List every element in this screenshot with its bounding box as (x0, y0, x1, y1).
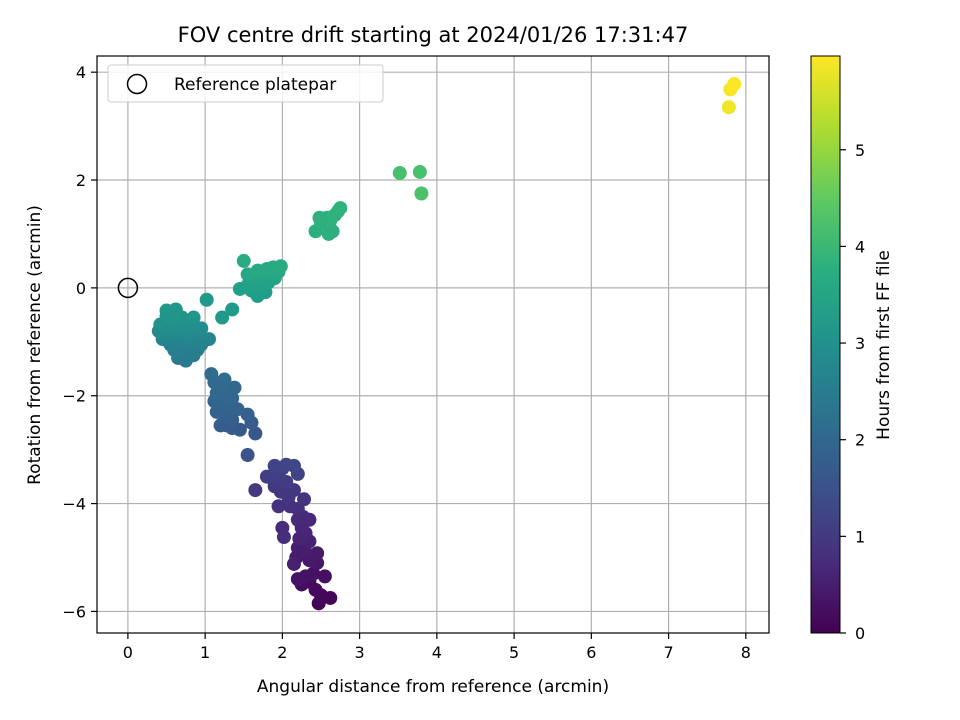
x-tick-label: 0 (123, 643, 133, 662)
data-point (286, 556, 301, 571)
colorbar-tick-label: 5 (855, 141, 865, 160)
data-point (168, 302, 183, 317)
data-point (213, 418, 228, 433)
x-tick-label: 6 (586, 643, 596, 662)
data-point (215, 310, 230, 325)
data-point (333, 201, 348, 216)
data-point (267, 458, 282, 473)
y-tick-label: −4 (62, 495, 86, 514)
data-point (310, 546, 325, 561)
y-tick-label: 2 (76, 171, 86, 190)
y-tick-label: 0 (76, 279, 86, 298)
y-axis-ticks: −6 −4 −2 0 2 4 (62, 63, 97, 621)
colorbar-label: Hours from first FF file (874, 250, 894, 440)
data-point (392, 166, 407, 181)
data-point (217, 372, 232, 387)
colorbar-tick-label: 0 (855, 624, 865, 643)
x-tick-label: 4 (432, 643, 442, 662)
x-axis-label: Angular distance from reference (arcmin) (257, 677, 609, 697)
data-point (186, 310, 201, 325)
plot-frame (96, 55, 770, 634)
data-point (273, 259, 288, 274)
y-tick-label: −2 (62, 387, 86, 406)
data-point (721, 100, 736, 115)
colorbar-gradient (810, 55, 841, 634)
legend-marker-icon (126, 73, 148, 95)
data-point (317, 569, 332, 584)
reference-point (117, 277, 139, 299)
colorbar-ticks: 0 1 2 3 4 5 (840, 141, 865, 643)
x-tick-label: 8 (741, 643, 751, 662)
data-point (271, 499, 286, 514)
data-point (259, 469, 274, 484)
legend-box (107, 64, 384, 103)
y-tick-label: −6 (62, 602, 86, 621)
data-point (297, 492, 312, 507)
data-point (286, 458, 301, 473)
data-point (412, 164, 427, 179)
data-point (204, 367, 219, 382)
x-tick-label: 5 (509, 643, 519, 662)
x-axis-ticks: 0 1 2 3 4 5 6 7 8 (123, 633, 751, 662)
data-point (325, 224, 340, 239)
data-point (236, 253, 251, 268)
data-point (727, 77, 742, 92)
grid (97, 56, 769, 633)
data-point (199, 292, 214, 307)
colorbar-tick-label: 3 (855, 334, 865, 353)
chart-title: FOV centre drift starting at 2024/01/26 … (178, 23, 689, 47)
data-point (248, 426, 263, 441)
data-point (276, 530, 291, 545)
data-point (290, 512, 305, 527)
x-tick-label: 1 (200, 643, 210, 662)
x-tick-label: 3 (355, 643, 365, 662)
scatter-points (151, 77, 742, 611)
y-axis-label: Rotation from reference (arcmin) (25, 205, 45, 485)
data-point (227, 380, 242, 395)
colorbar-tick-label: 1 (855, 527, 865, 546)
x-tick-label: 7 (663, 643, 673, 662)
data-point (240, 448, 255, 463)
y-tick-label: 4 (76, 63, 86, 82)
x-tick-label: 2 (277, 643, 287, 662)
legend-entry: Reference platepar (174, 75, 336, 95)
data-point (248, 483, 263, 498)
colorbar: 0 1 2 3 4 5 Hours from first FF file (810, 55, 894, 643)
data-point (414, 186, 429, 201)
colorbar-tick-label: 2 (855, 431, 865, 450)
legend: Reference platepar (107, 64, 384, 103)
data-point (225, 302, 240, 317)
colorbar-tick-label: 4 (855, 237, 865, 256)
data-point (290, 572, 305, 587)
